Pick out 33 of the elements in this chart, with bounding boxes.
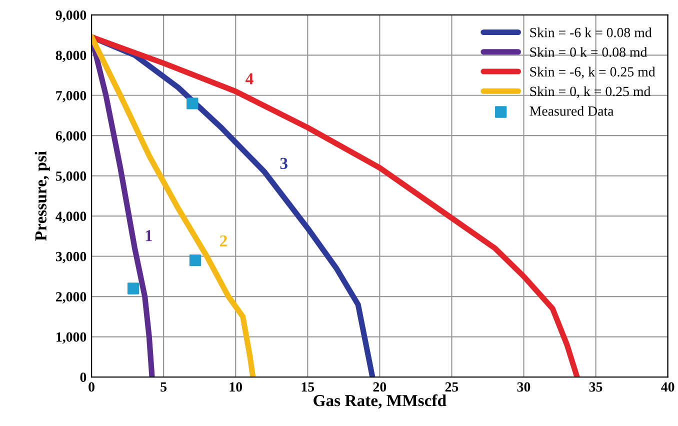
x-tick-label: 30 (517, 382, 530, 392)
legend-label: Skin = -6, k = 0.25 md (530, 66, 656, 79)
annotation: 3 (280, 158, 288, 170)
y-tick-label: 4,000 (56, 212, 86, 224)
y-tick-label: 0 (80, 372, 86, 382)
point (127, 282, 140, 294)
x-axis-title: Gas Rate, MMscfd (314, 394, 446, 409)
legend-label: Skin = 0 k = 0.08 md (530, 47, 648, 57)
x-tick-label: 0 (88, 382, 94, 392)
x-tick-label: 35 (589, 382, 602, 392)
x-tick-label: 10 (230, 382, 242, 392)
annotation: 2 (220, 235, 227, 246)
y-axis-title: Pressure, psi (34, 151, 50, 241)
y-tick-label: 3,000 (56, 252, 86, 264)
x-tick-label: 40 (661, 382, 674, 392)
y-tick-label: 9,000 (56, 10, 86, 22)
y-tick-label: 6,000 (56, 131, 86, 143)
legend-label: Skin = -6 k = 0.08 md (530, 27, 652, 38)
y-tick-label: 2,000 (56, 292, 86, 304)
x-tick-label: 5 (160, 382, 167, 392)
legend-label: Measured Data (530, 106, 614, 116)
y-tick-label: 5,000 (56, 171, 86, 183)
y-tick-label: 1,000 (56, 332, 86, 344)
x-tick-label: 15 (302, 382, 314, 392)
annotation: 4 (246, 73, 254, 84)
point (186, 98, 198, 110)
y-tick-label: 7,000 (56, 90, 86, 102)
point (189, 254, 202, 266)
legend-label: Skin = 0, k = 0.25 md (530, 86, 651, 98)
x-tick-label: 25 (445, 382, 458, 392)
y-tick-label: 8,000 (56, 50, 86, 62)
annotation: 1 (146, 230, 152, 242)
x-tick-label: 20 (373, 382, 386, 392)
